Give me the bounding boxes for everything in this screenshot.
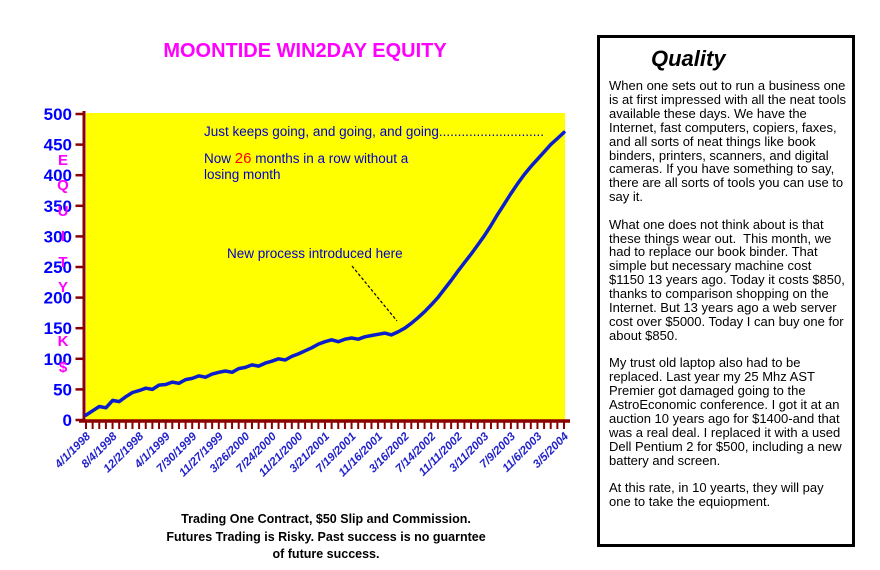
- annotation-months-count: 26: [234, 150, 252, 167]
- y-tick-label: 200: [44, 289, 72, 308]
- annotation-keeps-going: Just keeps going, and going, and going..…: [204, 124, 544, 139]
- panel-paragraph: What one does not think about is that th…: [609, 216, 845, 343]
- y-axis-letter: U: [57, 202, 69, 220]
- panel-title: Quality: [651, 46, 726, 71]
- y-axis-letter: T: [58, 253, 68, 271]
- y-axis-letter: $: [58, 358, 68, 376]
- y-tick-label: 100: [44, 350, 72, 369]
- annotation-new-process: New process introduced here: [227, 246, 403, 261]
- chart-footer: Trading One Contract, $50 Slip and Commi…: [86, 511, 566, 564]
- y-axis-letter: Q: [57, 177, 69, 195]
- y-axis-letter: Y: [57, 279, 68, 297]
- panel-paragraph: My trust old laptop also had to be repla…: [609, 355, 842, 468]
- y-tick-label: 350: [44, 197, 72, 216]
- y-tick-label: 400: [44, 166, 72, 185]
- y-tick-label: 0: [63, 411, 72, 430]
- panel-paragraph: At this rate, in 10 yearts, they will pa…: [609, 480, 824, 509]
- annotation-months-pre: Now: [204, 151, 235, 166]
- annotation-months-streak: Now 26 months in a row without a losing m…: [204, 151, 408, 183]
- y-axis-title: E Q U I T Y K $: [52, 148, 74, 380]
- y-tick-label: 500: [44, 105, 72, 124]
- plot-area: [86, 113, 565, 420]
- y-axis-letter: E: [57, 152, 68, 169]
- footer-line: Futures Trading is Risky. Past success i…: [166, 529, 486, 544]
- y-tick-label: 150: [44, 319, 72, 338]
- y-axis-letter: K: [57, 333, 69, 351]
- y-tick-label: 450: [44, 136, 72, 155]
- annotation-months-post: months in a row without a: [251, 151, 409, 166]
- y-tick-label: 250: [44, 258, 72, 277]
- y-tick-label: 300: [44, 227, 72, 246]
- footer-line: Trading One Contract, $50 Slip and Commi…: [181, 512, 471, 526]
- annotation-arrow: [351, 265, 398, 322]
- equity-chart-svg: 0501001502002503003504004505004/1/19988/…: [44, 105, 572, 479]
- y-axis-letter: I: [60, 228, 66, 246]
- panel-paragraph: When one sets out to run a business one …: [609, 78, 846, 205]
- annotation-months-line2: losing month: [204, 167, 281, 182]
- quality-panel: Quality When one sets out to run a busin…: [597, 35, 855, 547]
- footer-line: of future success.: [272, 547, 380, 561]
- y-tick-label: 50: [53, 380, 72, 399]
- chart-title: MOONTIDE WIN2DAY EQUITY: [163, 40, 447, 62]
- equity-curve: [84, 130, 566, 417]
